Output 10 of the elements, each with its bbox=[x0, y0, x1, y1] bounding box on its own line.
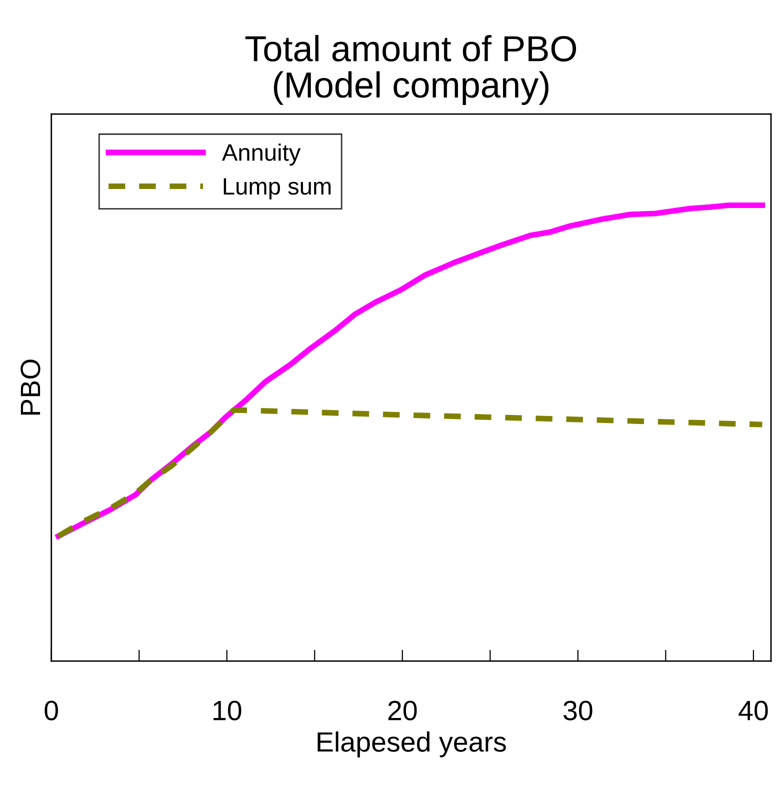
x-tick-label: 0 bbox=[44, 700, 58, 720]
chart-title: Total amount of PBO (Model company) bbox=[245, 35, 576, 105]
x-tick-label: 40 bbox=[738, 700, 768, 720]
x-tick-label: 10 bbox=[214, 700, 242, 720]
legend-label: Annuity bbox=[222, 144, 301, 166]
legend-label: Lump sum bbox=[224, 178, 331, 200]
x-axis-title: Elapesed years bbox=[318, 731, 506, 758]
y-axis-title: PBO bbox=[20, 360, 40, 415]
x-tick-label: 20 bbox=[388, 700, 417, 720]
x-tick-label: 30 bbox=[564, 700, 592, 720]
